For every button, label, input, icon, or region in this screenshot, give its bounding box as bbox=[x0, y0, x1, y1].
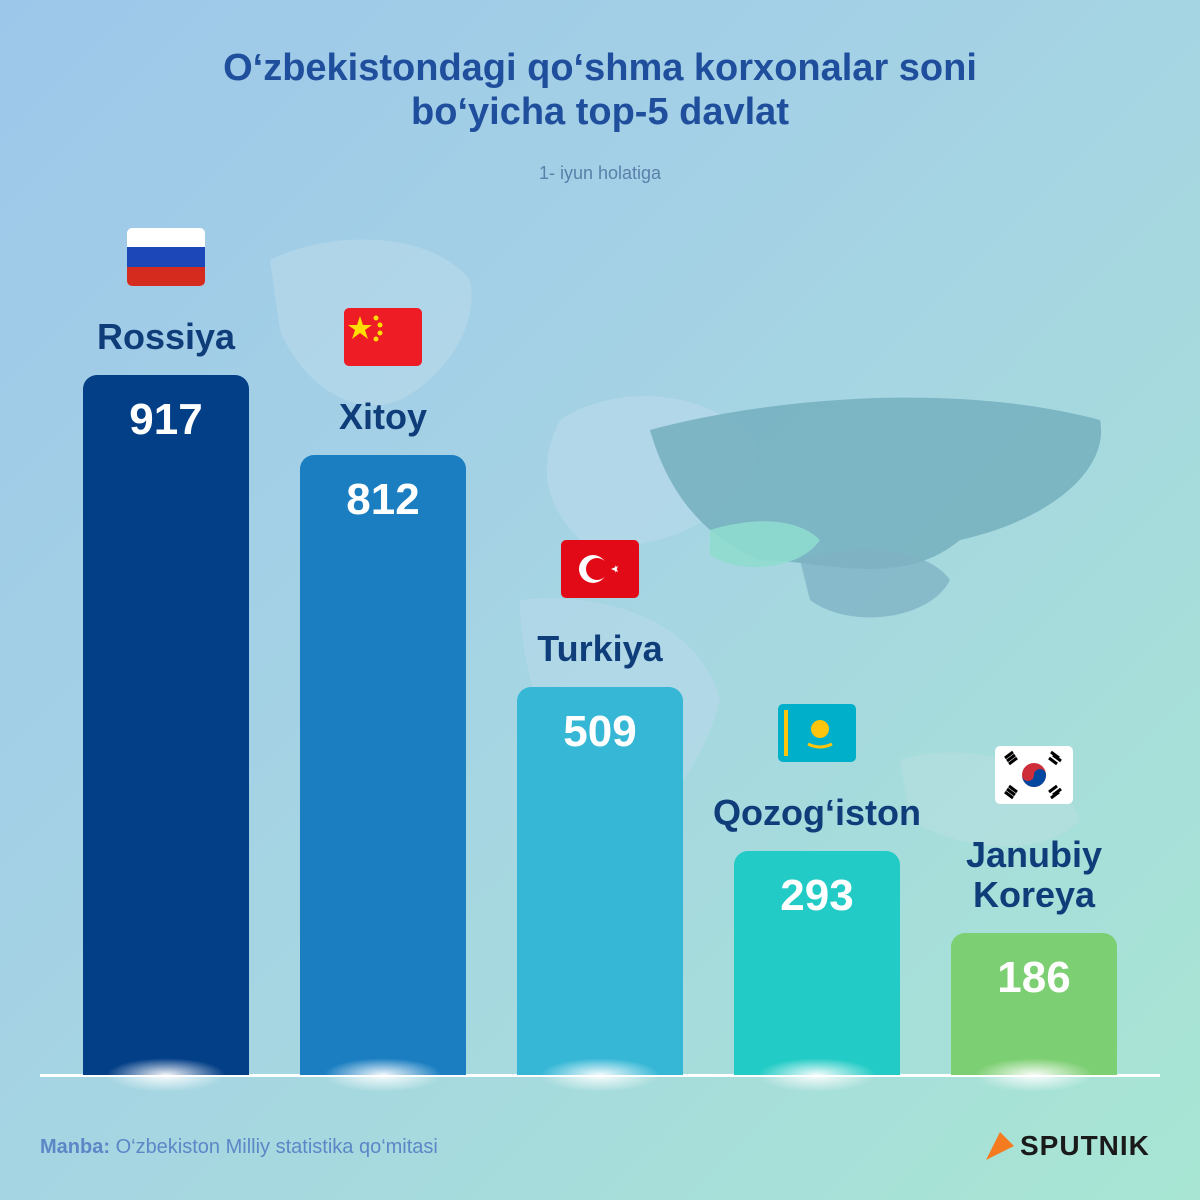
value-label: 186 bbox=[997, 953, 1071, 1003]
bar-glow bbox=[974, 1058, 1094, 1092]
value-label: 917 bbox=[129, 395, 203, 445]
bar-glow bbox=[540, 1058, 660, 1092]
flag-icon bbox=[344, 308, 422, 371]
brand-name: SPUTNIK bbox=[1020, 1130, 1150, 1161]
category-header: Qozog‘iston bbox=[692, 704, 942, 833]
category-label: Rossiya bbox=[96, 316, 236, 358]
bar bbox=[734, 851, 900, 1075]
flag-icon bbox=[561, 539, 639, 603]
category-label: Turkiya bbox=[537, 627, 663, 669]
value-label: 812 bbox=[346, 475, 420, 525]
category-header: Xitoy bbox=[258, 308, 508, 437]
flag-icon bbox=[127, 228, 205, 291]
brand-logo bbox=[986, 1132, 1014, 1160]
source-label: Manba: bbox=[40, 1136, 110, 1158]
category-label: Xitoy bbox=[338, 396, 427, 438]
value-label: 509 bbox=[563, 706, 637, 756]
bar bbox=[83, 375, 249, 1075]
category-label: Janubiy Koreya bbox=[965, 834, 1103, 916]
chart-title: O‘zbekistondagi qo‘shma korxonalar soni … bbox=[223, 47, 977, 133]
category-header: Rossiya bbox=[41, 228, 291, 357]
chart-subtitle: 1- iyun holatiga bbox=[538, 163, 662, 183]
bar bbox=[300, 455, 466, 1075]
source-note: Manba: O‘zbekiston Milliy statistika qo‘… bbox=[40, 1136, 438, 1159]
category-header: Turkiya bbox=[475, 539, 725, 669]
value-label: 293 bbox=[780, 871, 854, 921]
bar bbox=[951, 933, 1117, 1075]
category-header: Janubiy Koreya bbox=[909, 746, 1159, 915]
bar bbox=[517, 686, 683, 1075]
flag-icon bbox=[778, 704, 856, 767]
bar-glow bbox=[106, 1058, 226, 1092]
category-label: Qozog‘iston bbox=[713, 792, 921, 834]
bar-glow bbox=[757, 1058, 877, 1092]
flag-icon bbox=[995, 746, 1073, 809]
source-text: O‘zbekiston Milliy statistika qo‘mitasi bbox=[115, 1136, 438, 1158]
bar-glow bbox=[323, 1058, 443, 1092]
